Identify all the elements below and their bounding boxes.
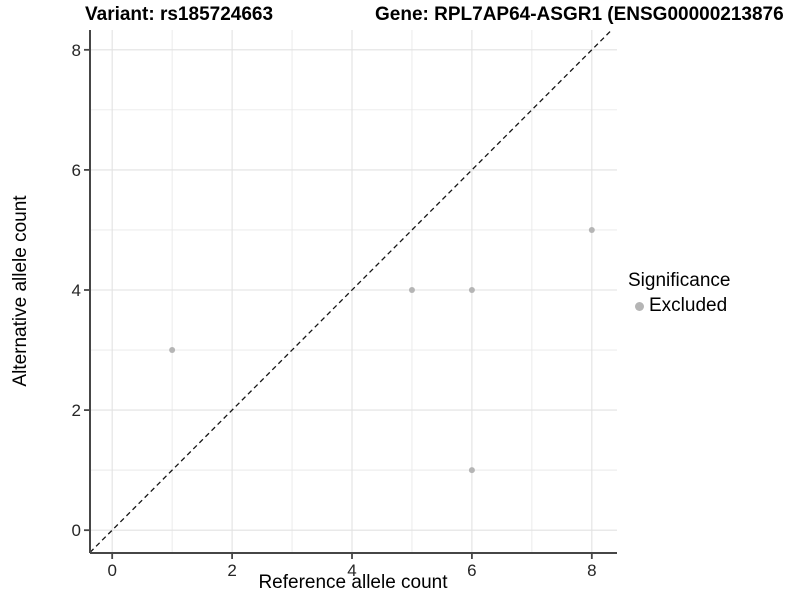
x-axis-title: Reference allele count [258,572,448,593]
y-tick-label: 6 [72,161,81,180]
identity-line [89,29,613,553]
legend-item-excluded: Excluded [628,295,730,317]
x-tick-label: 6 [467,561,476,580]
data-point [588,226,595,233]
y-tick-label: 4 [72,281,81,300]
y-tick-label: 0 [72,521,81,540]
legend-item-label: Excluded [649,295,728,316]
data-point [408,286,415,293]
legend-excluded-dot-icon [635,301,644,311]
y-tick-label: 2 [72,401,81,420]
gene-title: Gene: RPL7AP64-ASGR1 (ENSG00000213876 [375,4,784,25]
data-point [468,286,475,293]
legend: Significance Excluded [628,270,730,317]
legend-title: Significance [628,270,731,291]
data-point [468,467,475,474]
y-tick-label: 8 [72,41,81,60]
y-axis-title: Alternative allele count [10,195,31,387]
x-tick-label: 0 [107,561,116,580]
variant-title: Variant: rs185724663 [85,4,274,25]
x-tick-label: 2 [227,561,236,580]
x-tick-label: 4 [347,561,356,580]
data-point [169,347,176,354]
x-tick-label: 8 [587,561,596,580]
